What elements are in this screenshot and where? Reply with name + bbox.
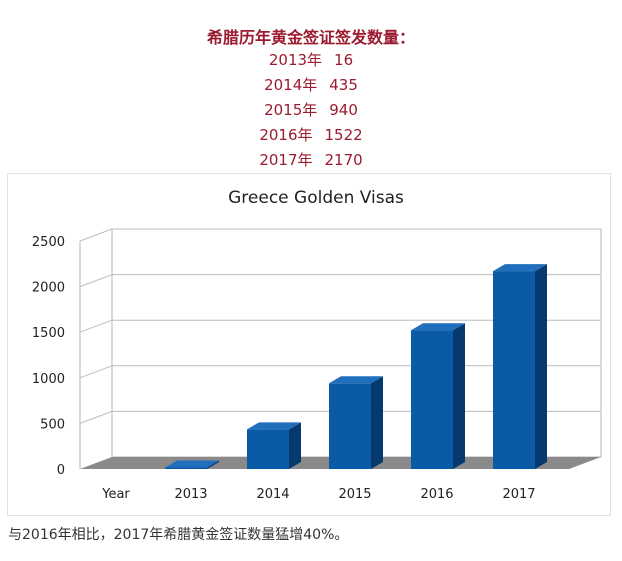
stat-line: 2013年 16	[0, 48, 622, 73]
stat-count: 16	[334, 51, 354, 69]
y-axis: 0 500 1000 1500 2000 2500	[32, 235, 65, 478]
y-tick-label: 1000	[32, 372, 65, 387]
bar-side	[371, 376, 383, 469]
bar-front	[247, 429, 289, 469]
stat-year: 2013年	[268, 51, 323, 69]
gridline-diagonal	[79, 319, 113, 333]
chart-title: Greece Golden Visas	[228, 188, 404, 208]
y-tick-label: 0	[57, 463, 65, 478]
gridline-diagonal	[79, 365, 113, 379]
stat-count: 940	[329, 101, 358, 119]
bar-top	[247, 422, 301, 430]
bars	[165, 264, 547, 469]
heading: 希腊历年黄金签证签发数量：	[206, 28, 415, 47]
bar-chart: Greece Golden Visas 0 500 1000 1500 2000 2500…	[32, 188, 602, 502]
x-tick-label: 2014	[256, 487, 289, 502]
bar-side	[535, 264, 547, 469]
bar-top	[329, 376, 383, 384]
bar-top	[411, 323, 465, 331]
chart-container: Greece Golden Visas 0 500 1000 1500 2000 2500…	[7, 173, 611, 516]
bar-top	[165, 460, 219, 468]
stat-count: 435	[329, 76, 358, 94]
stat-count: 1522	[324, 126, 363, 144]
bar-side	[207, 460, 219, 469]
x-axis: 2013 2014 2015 2016 2017	[174, 487, 535, 502]
x-axis-label: Year	[101, 487, 130, 502]
stat-year: 2017年	[259, 151, 313, 169]
stat-line: 2015年 940	[0, 98, 622, 123]
y-tick-label: 1500	[32, 326, 65, 341]
gridline-diagonal	[79, 274, 113, 288]
gridline-diagonal	[79, 228, 113, 242]
bar	[411, 323, 465, 469]
bar	[329, 376, 383, 469]
stat-line: 2014年 435	[0, 73, 622, 98]
x-tick-label: 2015	[338, 487, 371, 502]
bar-front	[165, 467, 207, 469]
bar-front	[411, 330, 453, 469]
bar-top	[493, 264, 547, 272]
bar	[493, 264, 547, 469]
stat-year: 2016年	[259, 126, 313, 144]
bar	[165, 460, 219, 469]
stat-line: 2016年 1522	[0, 123, 622, 148]
stat-year: 2015年	[264, 101, 318, 119]
y-tick-label: 2000	[32, 281, 65, 296]
x-tick-label: 2016	[420, 487, 453, 502]
gridline-diagonal	[79, 410, 113, 424]
stat-count: 2170	[324, 151, 363, 169]
y-tick-label: 2500	[32, 235, 65, 250]
stats-list: 2013年 16 2014年 435 2015年 940 2016年 1522 2017…	[0, 48, 622, 173]
y-tick-label: 500	[40, 417, 65, 432]
x-tick-label: 2017	[502, 487, 535, 502]
stat-year: 2014年	[264, 76, 318, 94]
x-tick-label: 2013	[174, 487, 207, 502]
stat-line: 2017年 2170	[0, 148, 622, 173]
bar-side	[453, 323, 465, 469]
bar-front	[493, 271, 535, 469]
bar	[247, 422, 301, 469]
bar-side	[289, 422, 301, 469]
footer-note: 与2016年相比，2017年希腊黄金签证数量猛增40%。	[8, 527, 349, 543]
bar-front	[329, 383, 371, 469]
